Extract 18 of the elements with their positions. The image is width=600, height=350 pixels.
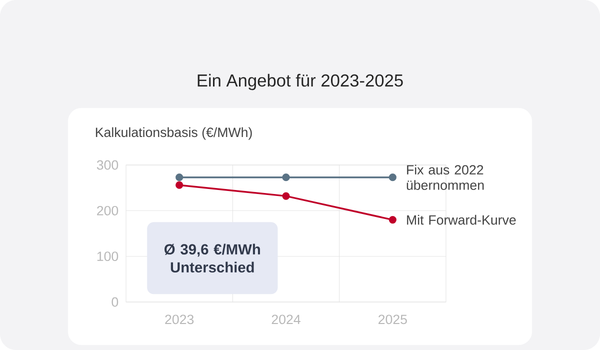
point: [176, 181, 184, 189]
y-tick-label: 100: [97, 252, 118, 262]
series-label: Fix aus 2022 übernommen: [406, 164, 484, 190]
point: [388, 216, 396, 224]
y-tick-label: 200: [97, 206, 118, 216]
y-tick-label: 300: [96, 160, 118, 170]
point: [282, 174, 290, 182]
x-tick-label: 2023: [165, 314, 194, 324]
x-tick-label: 2025: [378, 314, 407, 324]
point: [388, 174, 396, 182]
point: [282, 192, 290, 200]
annotation: Ø 39,6 €/MWh Unterschied: [164, 244, 260, 273]
y-axis-title: Kalkulationsbasis (€/MWh): [96, 127, 252, 140]
x-tick-label: 2024: [272, 314, 300, 324]
point: [176, 174, 184, 182]
y-tick-label: 0: [112, 297, 118, 307]
chart-title: Ein Angebot für 2023-2025: [198, 74, 403, 90]
series-label: Mit Forward-Kurve: [407, 214, 516, 225]
